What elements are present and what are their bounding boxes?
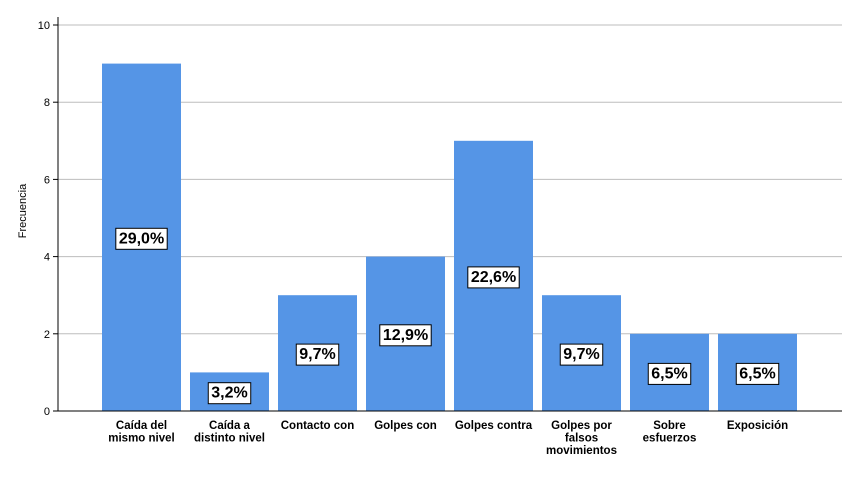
x-tick-label: Exposición [727, 420, 788, 432]
x-tick-label: esfuerzos [643, 433, 697, 445]
axes [53, 17, 842, 412]
x-tick-label: Golpes con [374, 420, 437, 432]
y-tick-label: 8 [44, 97, 50, 109]
data-label-box [115, 227, 168, 250]
y-tick-label: 10 [38, 20, 50, 32]
y-tick-label: 2 [44, 329, 50, 341]
data-label: 9,7% [299, 346, 335, 363]
x-tick-label: Golpes por [551, 420, 612, 432]
x-tick-label: Golpes contra [455, 420, 533, 432]
y-tick-label: 0 [44, 406, 50, 418]
y-axis-label: Frecuencia [17, 183, 29, 238]
data-label: 6,5% [739, 365, 775, 382]
x-tick-label: distinto nivel [194, 433, 265, 445]
x-tick-label: Caída a [209, 420, 251, 432]
x-tick-label: Contacto con [281, 420, 354, 432]
data-label: 3,2% [211, 385, 247, 402]
bars [102, 63, 797, 412]
x-tick-label: mismo nivel [108, 433, 174, 445]
data-labels: 29,0% 3,2% 9,7% 12,9% 22,6% 9,7% 6,5% 6,5% [115, 227, 780, 405]
y-tick-label: 6 [44, 174, 50, 186]
grid-lines [58, 24, 842, 335]
y-tick-label: 4 [44, 252, 50, 264]
data-label: 22,6% [471, 269, 516, 286]
y-tick-labels: 0 2 4 6 8 10 [38, 20, 50, 418]
data-label: 9,7% [563, 346, 599, 363]
data-label-box [379, 324, 432, 347]
data-label: 29,0% [119, 230, 164, 247]
data-label-box [295, 343, 340, 366]
data-label-box [207, 382, 252, 405]
x-tick-label: Caída del [116, 420, 167, 432]
x-tick-label: movimientos [546, 445, 617, 457]
data-label-box [735, 362, 780, 385]
data-label-box [647, 362, 692, 385]
x-tick-label: Sobre [653, 420, 686, 432]
data-label: 6,5% [651, 365, 687, 382]
data-label: 12,9% [383, 327, 428, 344]
data-label-box [467, 266, 520, 289]
data-label-box [559, 343, 604, 366]
x-tick-label: falsos [565, 433, 598, 445]
